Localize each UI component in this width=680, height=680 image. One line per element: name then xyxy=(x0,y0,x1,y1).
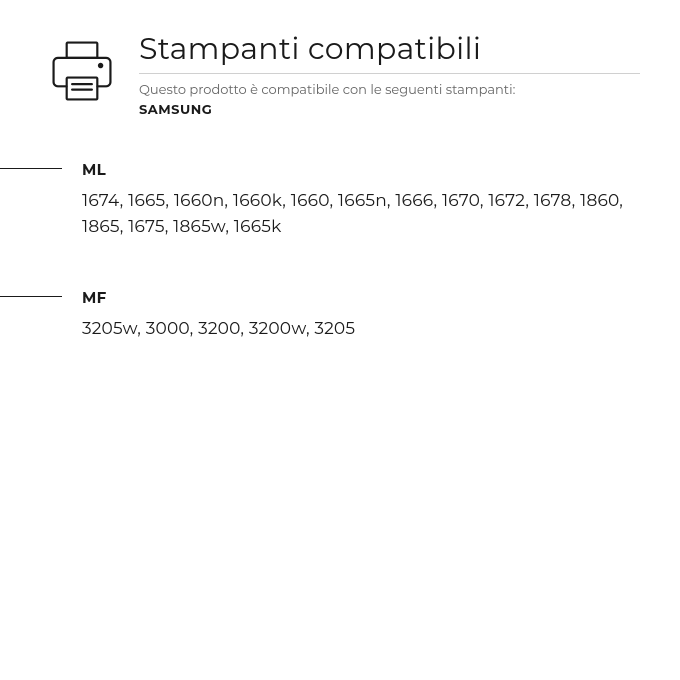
brand-name: SAMSUNG xyxy=(139,102,640,118)
series-block: ML 1674, 1665, 1660n, 1660k, 1660, 1665n… xyxy=(0,160,680,240)
series-models: 1674, 1665, 1660n, 1660k, 1660, 1665n, 1… xyxy=(82,189,640,240)
header-text: Stampanti compatibili Questo prodotto è … xyxy=(139,30,640,118)
subtitle: Questo prodotto è compatibile con le seg… xyxy=(139,82,640,98)
series-block: MF 3205w, 3000, 3200, 3200w, 3205 xyxy=(0,288,680,343)
page-title: Stampanti compatibili xyxy=(139,30,640,74)
series-name: MF xyxy=(82,288,640,307)
printer-icon xyxy=(47,36,117,106)
header: Stampanti compatibili Questo prodotto è … xyxy=(0,0,680,118)
series-divider-line xyxy=(0,168,62,169)
series-divider-line xyxy=(0,296,62,297)
series-name: ML xyxy=(82,160,640,179)
series-models: 3205w, 3000, 3200, 3200w, 3205 xyxy=(82,317,640,343)
